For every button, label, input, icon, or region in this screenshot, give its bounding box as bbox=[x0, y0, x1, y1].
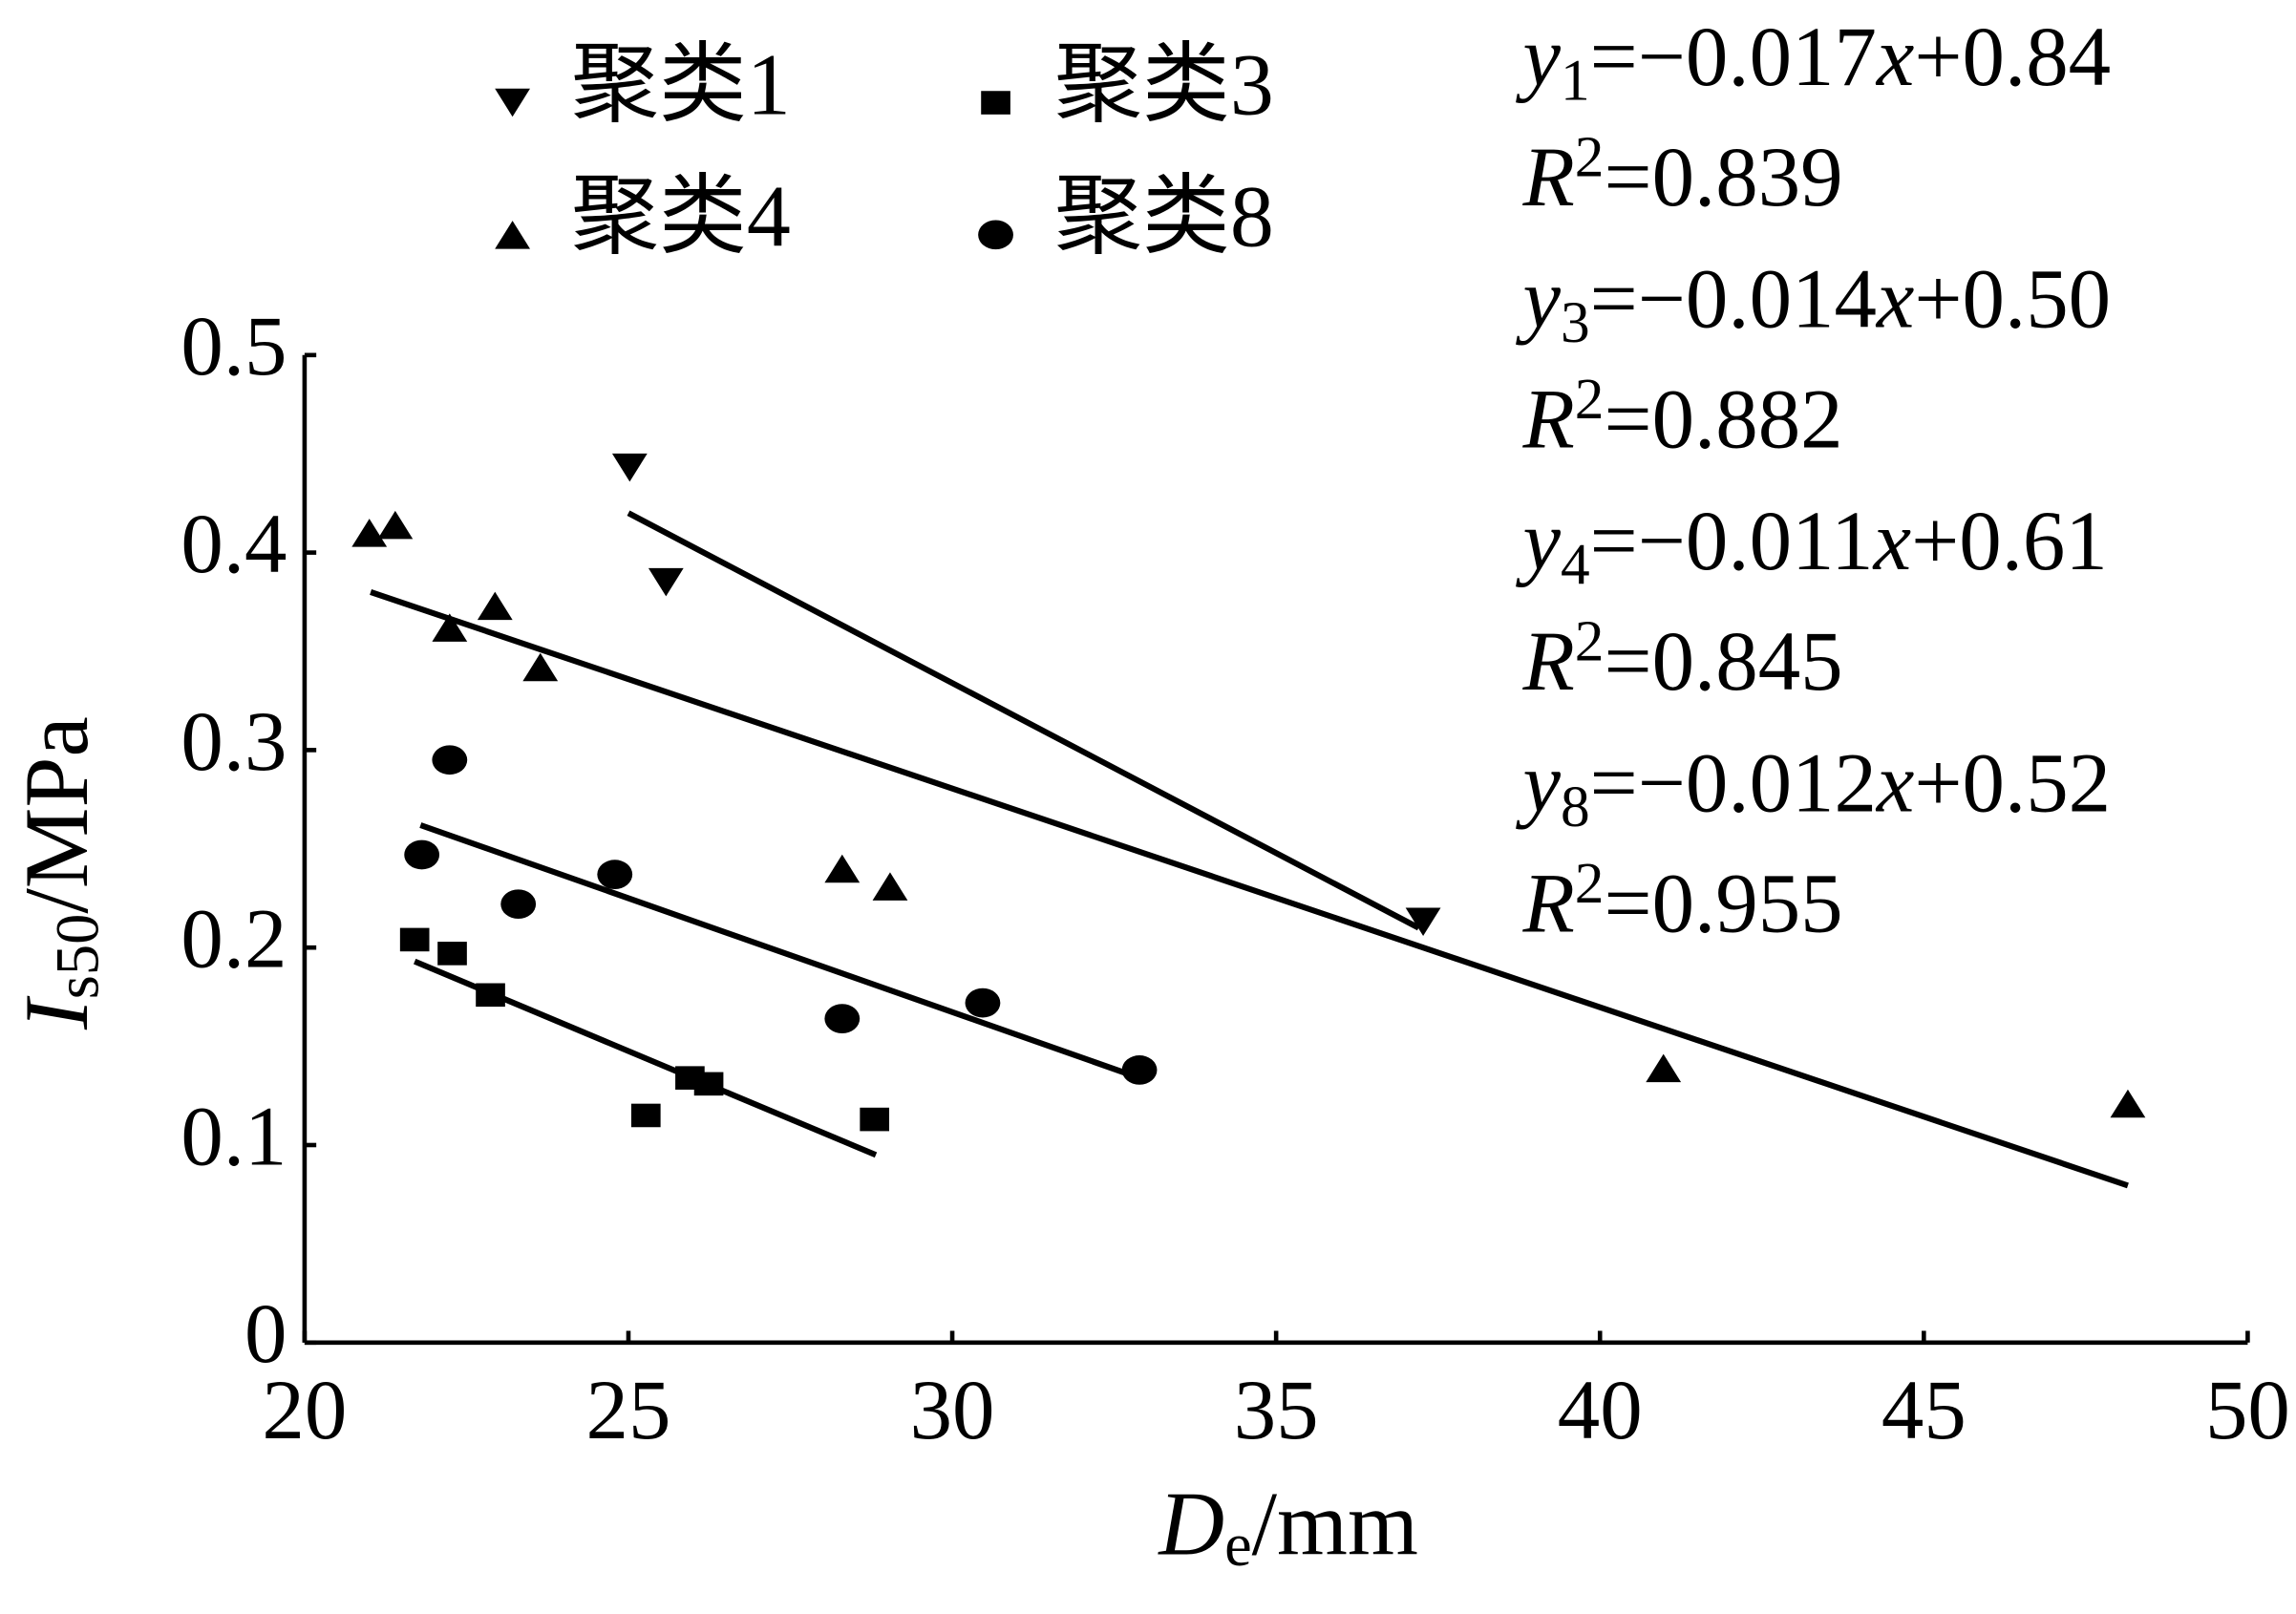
r-value: =0.955 bbox=[1604, 858, 1842, 951]
r-squared: R2=0.882 bbox=[1521, 367, 1842, 467]
y-label-unit: /MPa bbox=[6, 716, 107, 913]
eq-y: y bbox=[1515, 253, 1561, 347]
eq-b: +0.61 bbox=[1911, 495, 2108, 588]
x-tick-label: 25 bbox=[586, 1364, 671, 1457]
r-sup: 2 bbox=[1575, 125, 1605, 190]
eq-sub: 3 bbox=[1561, 290, 1590, 355]
r-squared: R2=0.845 bbox=[1521, 609, 1842, 710]
x-tick-label: 45 bbox=[1881, 1364, 1966, 1457]
x-label-unit: /mm bbox=[1252, 1473, 1418, 1574]
data-point bbox=[432, 613, 468, 642]
data-point bbox=[611, 453, 648, 482]
equation: y1=−0.017x+0.84 bbox=[1515, 11, 2111, 113]
y-tick-label: 0.2 bbox=[181, 893, 287, 987]
data-point bbox=[351, 519, 388, 547]
eq-y: y bbox=[1515, 495, 1561, 588]
y-tick-label: 0.4 bbox=[181, 498, 287, 591]
legend-label: 聚类4 bbox=[571, 168, 791, 265]
equation: y3=−0.014x+0.50 bbox=[1515, 253, 2111, 355]
r-symbol: R bbox=[1521, 858, 1574, 951]
data-point bbox=[872, 872, 908, 901]
eq-x: x bbox=[1875, 253, 1914, 347]
x-tick-label: 20 bbox=[262, 1364, 347, 1457]
eq-a: =−0.014 bbox=[1590, 253, 1877, 347]
x-axis-label: De/mm bbox=[1157, 1473, 1417, 1578]
data-point bbox=[2110, 1089, 2146, 1118]
eq-sub: 4 bbox=[1561, 533, 1590, 598]
x-label-sub: e bbox=[1224, 1511, 1252, 1579]
legend-marker bbox=[978, 220, 1013, 250]
y-tick-label: 0.5 bbox=[181, 300, 287, 393]
data-point bbox=[477, 591, 513, 621]
data-point bbox=[500, 889, 537, 920]
fit-line bbox=[627, 510, 1420, 931]
data-point bbox=[1405, 907, 1441, 937]
y-tick-label: 0 bbox=[244, 1287, 287, 1381]
eq-b: +0.84 bbox=[1914, 11, 2111, 104]
data-point bbox=[630, 1103, 661, 1128]
data-point bbox=[648, 567, 684, 597]
eq-sub: 1 bbox=[1561, 49, 1590, 114]
y-tick-label: 0.1 bbox=[181, 1090, 287, 1183]
x-tick-label: 30 bbox=[910, 1364, 995, 1457]
data-point bbox=[476, 983, 505, 1008]
x-label-var: D bbox=[1157, 1473, 1224, 1574]
x-tick-label: 50 bbox=[2205, 1364, 2290, 1457]
eq-x: x bbox=[1875, 737, 1914, 831]
eq-b: +0.52 bbox=[1914, 737, 2111, 831]
y-label-sub: s50 bbox=[43, 914, 111, 1000]
data-point bbox=[824, 854, 861, 883]
y-label-var: I bbox=[6, 995, 107, 1030]
r-sup: 2 bbox=[1575, 851, 1605, 916]
data-point bbox=[399, 927, 430, 952]
legend-label: 聚类1 bbox=[571, 35, 791, 133]
data-point bbox=[432, 745, 468, 775]
y-tick-label: 0.3 bbox=[181, 695, 287, 789]
eq-x: x bbox=[1872, 495, 1911, 588]
x-tick-label: 40 bbox=[1558, 1364, 1643, 1457]
r-value: =0.882 bbox=[1604, 373, 1842, 467]
r-sup: 2 bbox=[1575, 609, 1605, 674]
y-axis-label: Is50/MPa bbox=[6, 716, 111, 1030]
eq-b: +0.50 bbox=[1914, 253, 2111, 347]
eq-y: y bbox=[1515, 737, 1561, 831]
r-symbol: R bbox=[1521, 373, 1574, 467]
legend-marker bbox=[495, 221, 531, 249]
data-point bbox=[965, 988, 1001, 1018]
data-point bbox=[522, 652, 559, 682]
r-squared: R2=0.839 bbox=[1521, 125, 1842, 225]
legend-label: 聚类8 bbox=[1054, 168, 1274, 265]
r-value: =0.845 bbox=[1604, 615, 1842, 709]
legend-label: 聚类3 bbox=[1054, 35, 1274, 133]
eq-y: y bbox=[1515, 11, 1561, 104]
eq-x: x bbox=[1875, 11, 1914, 104]
r-squared: R2=0.955 bbox=[1521, 851, 1842, 951]
r-value: =0.839 bbox=[1604, 131, 1842, 224]
legend-marker bbox=[981, 91, 1010, 115]
eq-a: =−0.012 bbox=[1590, 737, 1877, 831]
data-point bbox=[693, 1072, 724, 1096]
data-point bbox=[597, 860, 633, 890]
data-point bbox=[1646, 1053, 1682, 1083]
fit-line bbox=[370, 589, 2129, 1189]
equation: y4=−0.011x+0.61 bbox=[1515, 495, 2107, 597]
data-point bbox=[824, 1004, 861, 1033]
r-sup: 2 bbox=[1575, 367, 1605, 432]
data-point bbox=[404, 839, 440, 870]
eq-sub: 8 bbox=[1561, 775, 1590, 839]
fit-line bbox=[419, 822, 1141, 1081]
eq-a: =−0.017 bbox=[1590, 11, 1877, 104]
data-point bbox=[860, 1107, 890, 1132]
data-point bbox=[1121, 1055, 1158, 1085]
legend-marker bbox=[495, 88, 531, 117]
r-symbol: R bbox=[1521, 131, 1574, 224]
x-tick-label: 35 bbox=[1234, 1364, 1319, 1457]
eq-a: =−0.011 bbox=[1590, 495, 1874, 588]
r-symbol: R bbox=[1521, 615, 1574, 709]
equation: y8=−0.012x+0.52 bbox=[1515, 737, 2111, 839]
data-point bbox=[437, 942, 467, 966]
data-point bbox=[377, 510, 414, 540]
